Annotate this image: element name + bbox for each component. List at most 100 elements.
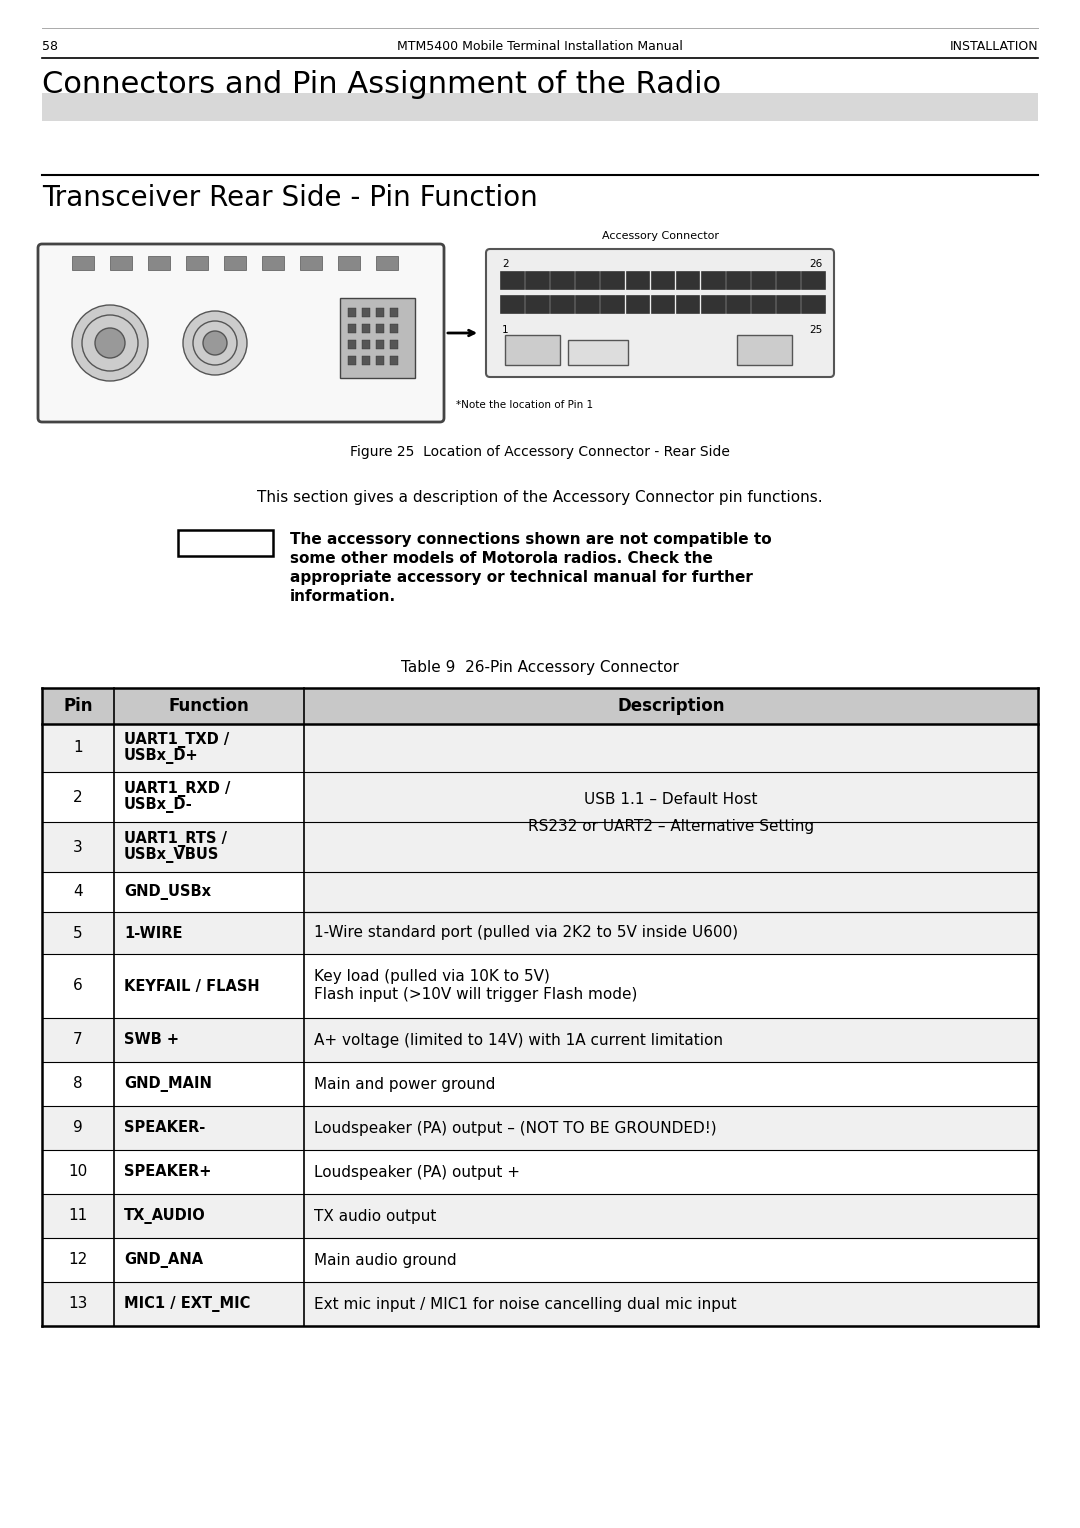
- Bar: [42, 1193, 1038, 1238]
- Text: Ext mic input / MIC1 for noise cancelling dual mic input: Ext mic input / MIC1 for noise cancellin…: [314, 1296, 737, 1311]
- Bar: [305, 724, 1037, 912]
- Bar: [348, 309, 356, 316]
- Text: Loudspeaker (PA) output – (NOT TO BE GROUNDED!): Loudspeaker (PA) output – (NOT TO BE GRO…: [314, 1120, 717, 1135]
- Bar: [42, 772, 1038, 822]
- Bar: [390, 309, 399, 316]
- Bar: [376, 309, 384, 316]
- Bar: [348, 324, 356, 333]
- Bar: [676, 270, 700, 289]
- Text: 3: 3: [73, 839, 83, 854]
- Bar: [726, 295, 750, 313]
- Text: *Note the location of Pin 1: *Note the location of Pin 1: [457, 400, 594, 410]
- Bar: [224, 257, 246, 270]
- Text: 1: 1: [73, 741, 83, 755]
- FancyBboxPatch shape: [38, 244, 444, 422]
- Circle shape: [193, 321, 237, 365]
- Bar: [42, 1151, 1038, 1193]
- Bar: [505, 335, 561, 365]
- Circle shape: [72, 306, 148, 380]
- Bar: [362, 309, 370, 316]
- Circle shape: [203, 332, 227, 354]
- Bar: [348, 356, 356, 365]
- Text: 2: 2: [502, 260, 509, 269]
- Bar: [42, 724, 1038, 772]
- Text: information.: information.: [291, 588, 396, 604]
- Text: UART1_RTS /: UART1_RTS /: [124, 831, 227, 847]
- Bar: [500, 295, 524, 313]
- Text: Connectors and Pin Assignment of the Radio: Connectors and Pin Assignment of the Rad…: [42, 70, 721, 99]
- Text: 6: 6: [73, 978, 83, 993]
- Bar: [42, 1062, 1038, 1106]
- Bar: [650, 295, 674, 313]
- Text: Transceiver Rear Side - Pin Function: Transceiver Rear Side - Pin Function: [42, 183, 538, 212]
- Bar: [550, 270, 573, 289]
- Bar: [42, 822, 1038, 872]
- Bar: [362, 356, 370, 365]
- Bar: [42, 912, 1038, 953]
- Text: appropriate accessory or technical manual for further: appropriate accessory or technical manua…: [291, 570, 753, 585]
- Text: 10: 10: [68, 1164, 87, 1180]
- Text: 7: 7: [73, 1033, 83, 1048]
- Text: 9: 9: [73, 1120, 83, 1135]
- Text: Accessory Connector: Accessory Connector: [602, 231, 718, 241]
- Bar: [726, 270, 750, 289]
- Text: 4: 4: [73, 885, 83, 900]
- Bar: [600, 295, 624, 313]
- Bar: [110, 257, 132, 270]
- Text: SWB +: SWB +: [124, 1033, 179, 1048]
- Bar: [550, 295, 573, 313]
- Text: TX_AUDIO: TX_AUDIO: [124, 1209, 206, 1224]
- Text: MTM5400 Mobile Terminal Installation Manual: MTM5400 Mobile Terminal Installation Man…: [397, 40, 683, 53]
- Text: 1-WIRE: 1-WIRE: [124, 926, 183, 941]
- Text: 25: 25: [809, 325, 822, 335]
- Text: Main and power ground: Main and power ground: [314, 1077, 496, 1091]
- Bar: [777, 270, 800, 289]
- Text: SPEAKER-: SPEAKER-: [124, 1120, 205, 1135]
- Text: The accessory connections shown are not compatible to: The accessory connections shown are not …: [291, 532, 771, 547]
- Bar: [525, 270, 549, 289]
- Text: KEYFAIL / FLASH: KEYFAIL / FLASH: [124, 978, 259, 993]
- Bar: [576, 295, 599, 313]
- Text: USBx_D+: USBx_D+: [124, 749, 199, 764]
- Bar: [525, 295, 549, 313]
- Text: UART1_RXD /: UART1_RXD /: [124, 781, 230, 798]
- Bar: [262, 257, 284, 270]
- Text: GND_USBx: GND_USBx: [124, 885, 211, 900]
- Bar: [625, 295, 649, 313]
- Text: USB 1.1 – Default Host: USB 1.1 – Default Host: [584, 793, 758, 807]
- Text: 8: 8: [73, 1077, 83, 1091]
- Text: CAUTION: CAUTION: [187, 532, 264, 545]
- Circle shape: [95, 329, 125, 358]
- Bar: [186, 257, 208, 270]
- Bar: [42, 93, 1038, 121]
- Text: A+ voltage (limited to 14V) with 1A current limitation: A+ voltage (limited to 14V) with 1A curr…: [314, 1033, 723, 1048]
- Bar: [42, 688, 1038, 724]
- Text: Figure 25  Location of Accessory Connector - Rear Side: Figure 25 Location of Accessory Connecto…: [350, 445, 730, 458]
- Text: Function: Function: [168, 697, 249, 715]
- Text: 13: 13: [68, 1296, 87, 1311]
- Text: Flash input (>10V will trigger Flash mode): Flash input (>10V will trigger Flash mod…: [314, 987, 637, 1002]
- Bar: [42, 1282, 1038, 1326]
- Text: UART1_TXD /: UART1_TXD /: [124, 732, 229, 749]
- Bar: [340, 298, 415, 377]
- Text: Key load (pulled via 10K to 5V): Key load (pulled via 10K to 5V): [314, 969, 550, 984]
- Bar: [801, 295, 825, 313]
- FancyBboxPatch shape: [486, 249, 834, 377]
- Bar: [390, 356, 399, 365]
- Bar: [362, 341, 370, 348]
- Bar: [42, 1018, 1038, 1062]
- Text: some other models of Motorola radios. Check the: some other models of Motorola radios. Ch…: [291, 552, 713, 565]
- Bar: [376, 324, 384, 333]
- Text: TX audio output: TX audio output: [314, 1209, 436, 1224]
- Text: SPEAKER+: SPEAKER+: [124, 1164, 212, 1180]
- Bar: [376, 356, 384, 365]
- Bar: [376, 341, 384, 348]
- Text: GND_MAIN: GND_MAIN: [124, 1076, 212, 1093]
- Text: 5: 5: [73, 926, 83, 941]
- Bar: [650, 270, 674, 289]
- Bar: [338, 257, 360, 270]
- Text: Loudspeaker (PA) output +: Loudspeaker (PA) output +: [314, 1164, 519, 1180]
- Text: 1-Wire standard port (pulled via 2K2 to 5V inside U600): 1-Wire standard port (pulled via 2K2 to …: [314, 926, 738, 941]
- Bar: [801, 270, 825, 289]
- Circle shape: [183, 312, 247, 374]
